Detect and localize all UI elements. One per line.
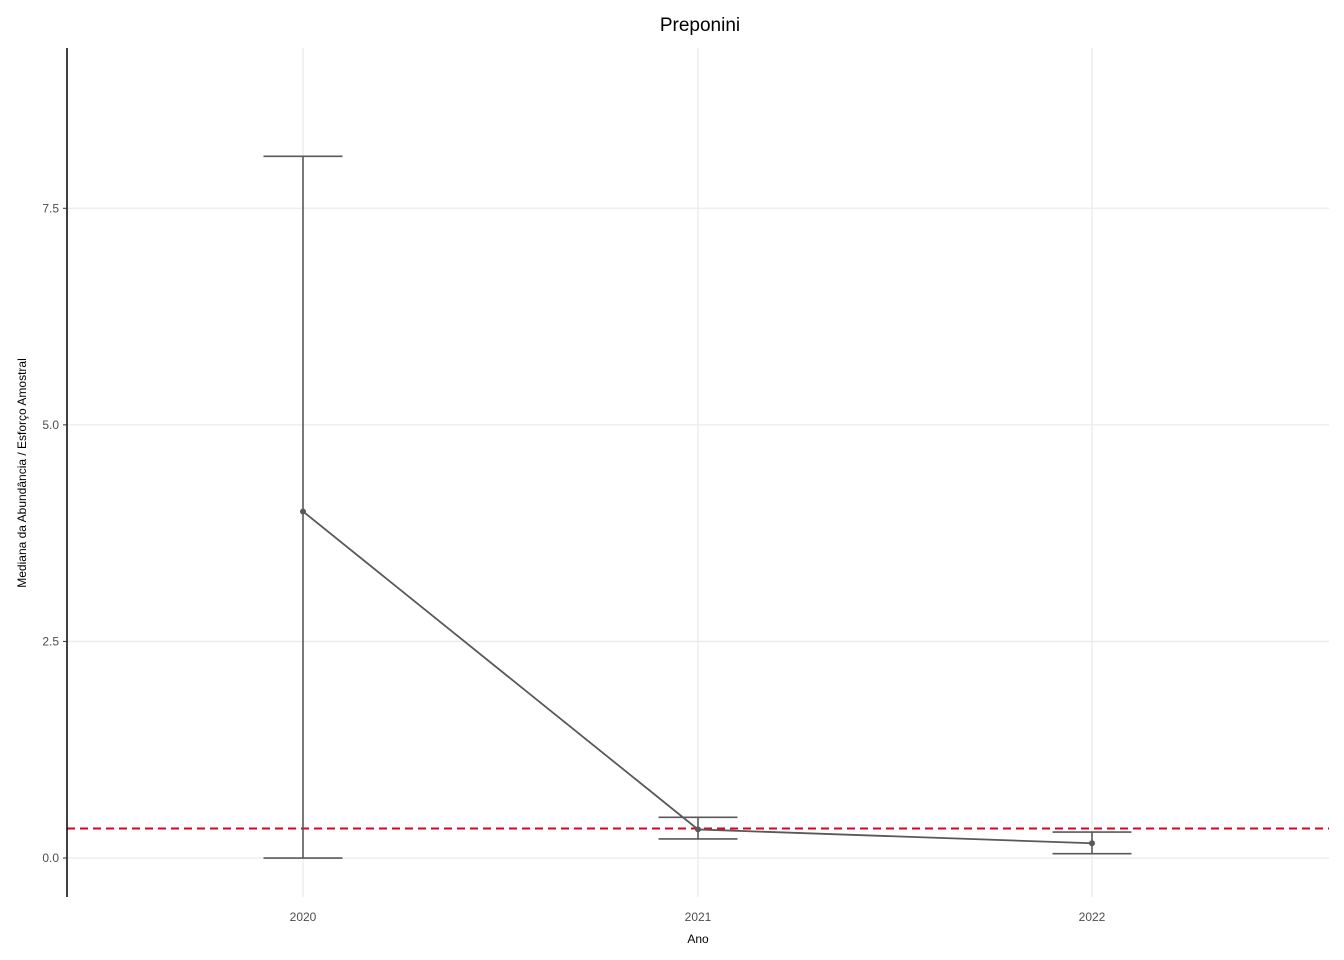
x-axis-title: Ano xyxy=(687,932,709,946)
x-tick-labels: 2020 2021 2022 xyxy=(290,910,1106,924)
x-tick-label-2: 2022 xyxy=(1079,910,1106,924)
data-point-2022 xyxy=(1089,840,1095,847)
y-tick-label-0: 0.0 xyxy=(42,851,59,865)
data-point-2020 xyxy=(300,508,306,515)
x-tick-label-1: 2021 xyxy=(685,910,712,924)
y-axis-title: Mediana da Abundância / Esforço Amostral xyxy=(15,358,29,587)
y-tick-labels: 0.0 2.5 5.0 7.5 xyxy=(42,201,67,865)
y-tick-label-2: 5.0 xyxy=(42,418,59,432)
y-tick-label-3: 7.5 xyxy=(42,201,59,215)
chart-title: Preponini xyxy=(660,15,740,36)
x-tick-label-0: 2020 xyxy=(290,910,317,924)
data-point-2021 xyxy=(695,826,701,833)
series-group xyxy=(263,155,1132,859)
y-tick-label-1: 2.5 xyxy=(42,634,59,648)
